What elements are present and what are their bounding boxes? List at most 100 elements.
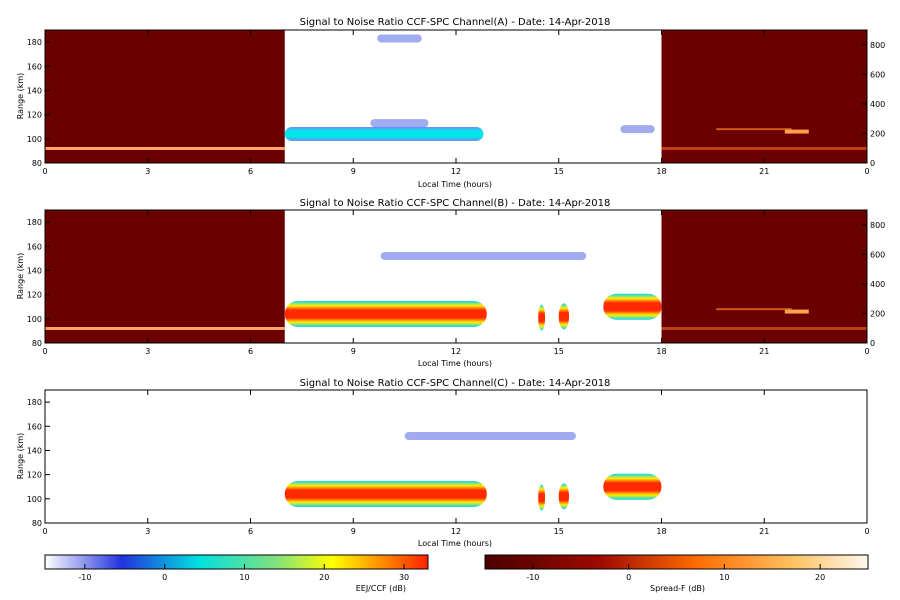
channel-a-xlabel: Local Time (hours) [418, 180, 492, 189]
eej-colorbar-tick-label: 30 [399, 573, 409, 582]
channel-a-echo [377, 34, 422, 43]
channel-a-ytick-label: 80 [32, 159, 42, 168]
channel-a-y2tick-label: 600 [870, 70, 885, 79]
channel-a-ytick-label: 160 [27, 62, 42, 71]
channel-b-title: Signal to Noise Ratio CCF-SPC Channel(B)… [300, 198, 611, 209]
channel-a-night-block [45, 30, 285, 163]
channel-b-xtick-label: 9 [351, 347, 356, 356]
channel-a-y2tick-label: 0 [870, 159, 875, 168]
channel-b-xlabel: Local Time (hours) [418, 359, 492, 368]
channel-b-ytick-label: 160 [27, 242, 42, 251]
channel-c-ytick-label: 160 [27, 422, 42, 431]
channel-b-xtick-label: 6 [248, 347, 253, 356]
channel-a-spread-f-night [45, 30, 867, 163]
channel-b-night-block [45, 210, 285, 343]
channel-c-title: Signal to Noise Ratio CCF-SPC Channel(C)… [300, 378, 611, 389]
eej-colorbar-ticks: -10 0 10 20 30 [78, 564, 409, 582]
eej-colorbar-tick-label: 20 [319, 573, 329, 582]
channel-c-echo [538, 484, 546, 511]
channel-a-y2tick-label: 400 [870, 100, 885, 109]
channel-b-ytick-label: 120 [27, 291, 42, 300]
channel-a-ytick-label: 180 [27, 38, 42, 47]
channel-a-xtick-label: 15 [554, 167, 564, 176]
channel-a-spread-f-streak [661, 146, 867, 150]
channel-c-xtick-label: 0 [864, 527, 869, 536]
channel-a-y2tick-label: 200 [870, 129, 885, 138]
channel-b-night-block [661, 210, 867, 343]
channel-a-echo [370, 119, 429, 128]
channel-b-y2tick-label: 0 [870, 339, 875, 348]
channel-a-spread-f-streak [784, 129, 809, 134]
spread-f-colorbar-scale [484, 554, 869, 570]
channel-a-ytick-label: 140 [27, 86, 42, 95]
channel-a-echoes [284, 34, 655, 141]
spread-f-colorbar-ticks: -10 0 10 20 [526, 564, 825, 582]
channel-b-xtick-label: 0 [42, 347, 47, 356]
channel-c-echo [603, 473, 662, 500]
channel-c-echo [284, 480, 487, 507]
channel-b-ytick-label: 100 [27, 315, 42, 324]
channel-c-xtick-label: 12 [451, 527, 461, 536]
channel-b-echo [380, 251, 587, 260]
eej-colorbar-scale [44, 554, 429, 570]
channel-a-panel: Signal to Noise Ratio CCF-SPC Channel(A)… [16, 17, 885, 189]
channel-b-echoes [284, 251, 662, 331]
spread-f-colorbar-tick-label: 20 [815, 573, 825, 582]
channel-c-xlabel: Local Time (hours) [418, 539, 492, 548]
channel-b-y2tick-label: 200 [870, 309, 885, 318]
channel-b-xtick-label: 18 [656, 347, 666, 356]
channel-a-xtick-label: 6 [248, 167, 253, 176]
channel-b-xtick-label: 0 [864, 347, 869, 356]
channel-b-xtick-label: 21 [759, 347, 769, 356]
channel-a-spread-f-streak [45, 146, 285, 150]
channel-c-panel: Signal to Noise Ratio CCF-SPC Channel(C)… [16, 378, 870, 548]
eej-colorbar-tick-label: 0 [162, 573, 167, 582]
spread-f-colorbar-label: Spread-F (dB) [650, 584, 705, 593]
channel-b-ytick-label: 140 [27, 266, 42, 275]
eej-colorbar: -10 0 10 20 30 EEJ/CCF (dB) [44, 554, 429, 593]
channel-c-xtick-label: 15 [554, 527, 564, 536]
channel-a-xtick-label: 9 [351, 167, 356, 176]
channel-c-xtick-label: 18 [656, 527, 666, 536]
channel-a-xtick-label: 0 [42, 167, 47, 176]
channel-c-xtick-label: 9 [351, 527, 356, 536]
channel-c-ytick-label: 120 [27, 471, 42, 480]
eej-colorbar-label: EEJ/CCF (dB) [356, 584, 406, 593]
channel-b-panel: Signal to Noise Ratio CCF-SPC Channel(B)… [16, 198, 885, 368]
channel-c-ylabel: Range (km) [16, 433, 25, 480]
channel-a-xtick-label: 3 [145, 167, 150, 176]
channel-c-echo [558, 483, 570, 510]
eej-colorbar-tick-label: -10 [78, 573, 91, 582]
channel-b-echo [538, 304, 546, 331]
channel-a-xtick-label: 21 [759, 167, 769, 176]
channel-a-y2tick-label: 800 [870, 41, 885, 50]
channel-a-echo [620, 125, 655, 134]
channel-c-xtick-label: 21 [759, 527, 769, 536]
channel-b-spread-f-streak [716, 308, 792, 311]
channel-b-echo [603, 293, 662, 320]
channel-a-ytick-label: 100 [27, 135, 42, 144]
spread-f-colorbar-tick-label: 0 [626, 573, 631, 582]
channel-b-xtick-label: 12 [451, 347, 461, 356]
channel-c-ytick-label: 140 [27, 446, 42, 455]
channel-a-ylabel: Range (km) [16, 73, 25, 120]
channel-a-echo [284, 126, 484, 141]
channel-b-echo [284, 300, 487, 327]
channel-a-xtick-label: 0 [864, 167, 869, 176]
spread-f-colorbar: -10 0 10 20 Spread-F (dB) [484, 554, 869, 593]
channel-c-xtick-label: 3 [145, 527, 150, 536]
channel-b-spread-f-night [45, 210, 867, 343]
eej-colorbar-tick-label: 10 [239, 573, 249, 582]
channel-c-echo [404, 431, 576, 440]
channel-b-echo [558, 303, 570, 330]
channel-b-spread-f-streak [661, 326, 867, 330]
channel-b-y2tick-label: 800 [870, 221, 885, 230]
channel-b-ytick-label: 180 [27, 218, 42, 227]
channel-a-spread-f-streak [716, 128, 792, 131]
channel-b-spread-f-streak [45, 326, 285, 330]
spread-f-colorbar-tick-label: -10 [526, 573, 539, 582]
channel-c-ytick-label: 180 [27, 398, 42, 407]
channel-b-xtick-label: 15 [554, 347, 564, 356]
